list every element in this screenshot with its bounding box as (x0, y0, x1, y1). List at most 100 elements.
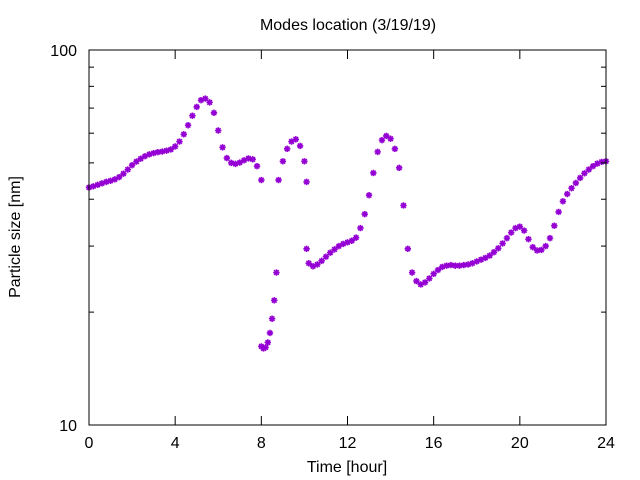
x-tick-label: 16 (425, 435, 443, 452)
x-tick-label: 8 (257, 435, 266, 452)
data-point (477, 256, 485, 263)
data-point (572, 179, 580, 187)
data-point (391, 145, 399, 153)
data-point (486, 252, 493, 259)
data-point (594, 160, 601, 167)
data-point (279, 158, 287, 165)
data-point (115, 173, 123, 181)
data-point (378, 136, 386, 144)
data-point (331, 246, 338, 253)
data-point (508, 229, 515, 236)
data-point (206, 99, 213, 106)
data-point (268, 315, 276, 322)
chart-title: Modes location (3/19/19) (260, 17, 436, 34)
data-point (339, 240, 347, 248)
data-point (193, 103, 200, 111)
data-point (469, 260, 476, 267)
data-point (430, 270, 437, 278)
data-point (262, 344, 269, 351)
data-point (520, 227, 528, 234)
data-point (210, 109, 218, 117)
data-point (533, 247, 541, 254)
data-point (240, 157, 248, 164)
data-point (309, 263, 317, 270)
data-point (215, 127, 222, 134)
data-point (128, 161, 136, 169)
data-point (434, 266, 442, 274)
data-point (271, 297, 278, 304)
data-point (318, 257, 325, 265)
data-point (417, 281, 424, 288)
x-tick-label: 4 (171, 435, 180, 452)
data-point (538, 246, 545, 254)
data-points (85, 95, 610, 352)
data-point (232, 160, 239, 168)
data-point (227, 159, 235, 167)
data-point (348, 237, 356, 244)
data-point (374, 148, 381, 156)
data-point (171, 143, 179, 150)
data-point (361, 210, 368, 218)
data-point (258, 176, 265, 184)
data-point (111, 176, 119, 183)
data-point (589, 162, 597, 170)
x-tick-label: 12 (339, 435, 357, 452)
data-point (576, 174, 584, 182)
y-tick-label: 10 (59, 418, 77, 435)
data-point (245, 155, 252, 162)
data-point (396, 164, 403, 172)
data-point (559, 198, 567, 205)
y-tick-label: 100 (50, 43, 77, 60)
data-point (447, 261, 455, 269)
data-point (150, 149, 157, 157)
data-point (120, 170, 127, 177)
x-tick-label: 20 (511, 435, 529, 452)
data-point (197, 96, 205, 104)
data-point (464, 261, 472, 268)
data-point (482, 254, 489, 262)
data-point (460, 261, 468, 269)
data-point (456, 262, 463, 269)
data-point (98, 180, 106, 187)
data-point (529, 243, 536, 251)
data-point (137, 155, 144, 162)
data-point (551, 222, 558, 229)
data-point (387, 135, 394, 142)
data-point (189, 112, 196, 119)
data-point (273, 269, 280, 276)
data-point (264, 339, 271, 346)
data-point (542, 242, 549, 250)
data-point (249, 156, 256, 163)
data-point (163, 147, 170, 154)
data-point (146, 151, 153, 158)
data-point (490, 248, 498, 256)
data-point (365, 192, 373, 199)
data-point (253, 162, 261, 170)
data-point (296, 142, 304, 150)
data-point (322, 253, 330, 260)
data-point (202, 95, 209, 102)
data-point (236, 159, 243, 166)
plot-frame (88, 49, 607, 426)
data-point (305, 260, 312, 267)
data-point (564, 190, 571, 198)
data-point (452, 262, 459, 269)
data-point (223, 154, 231, 162)
data-point (260, 345, 267, 352)
data-point (107, 177, 114, 184)
data-point (473, 258, 480, 265)
data-point (568, 185, 575, 192)
data-point (408, 269, 416, 276)
data-point (303, 245, 310, 253)
data-point (525, 235, 532, 243)
data-point (383, 132, 390, 140)
data-point (327, 249, 334, 256)
data-point (439, 263, 446, 271)
data-point (176, 138, 183, 145)
data-point (266, 329, 274, 337)
data-point (352, 234, 360, 241)
data-point (301, 158, 308, 165)
data-point (421, 279, 429, 286)
x-axis-label: Time [hour] (307, 459, 387, 476)
